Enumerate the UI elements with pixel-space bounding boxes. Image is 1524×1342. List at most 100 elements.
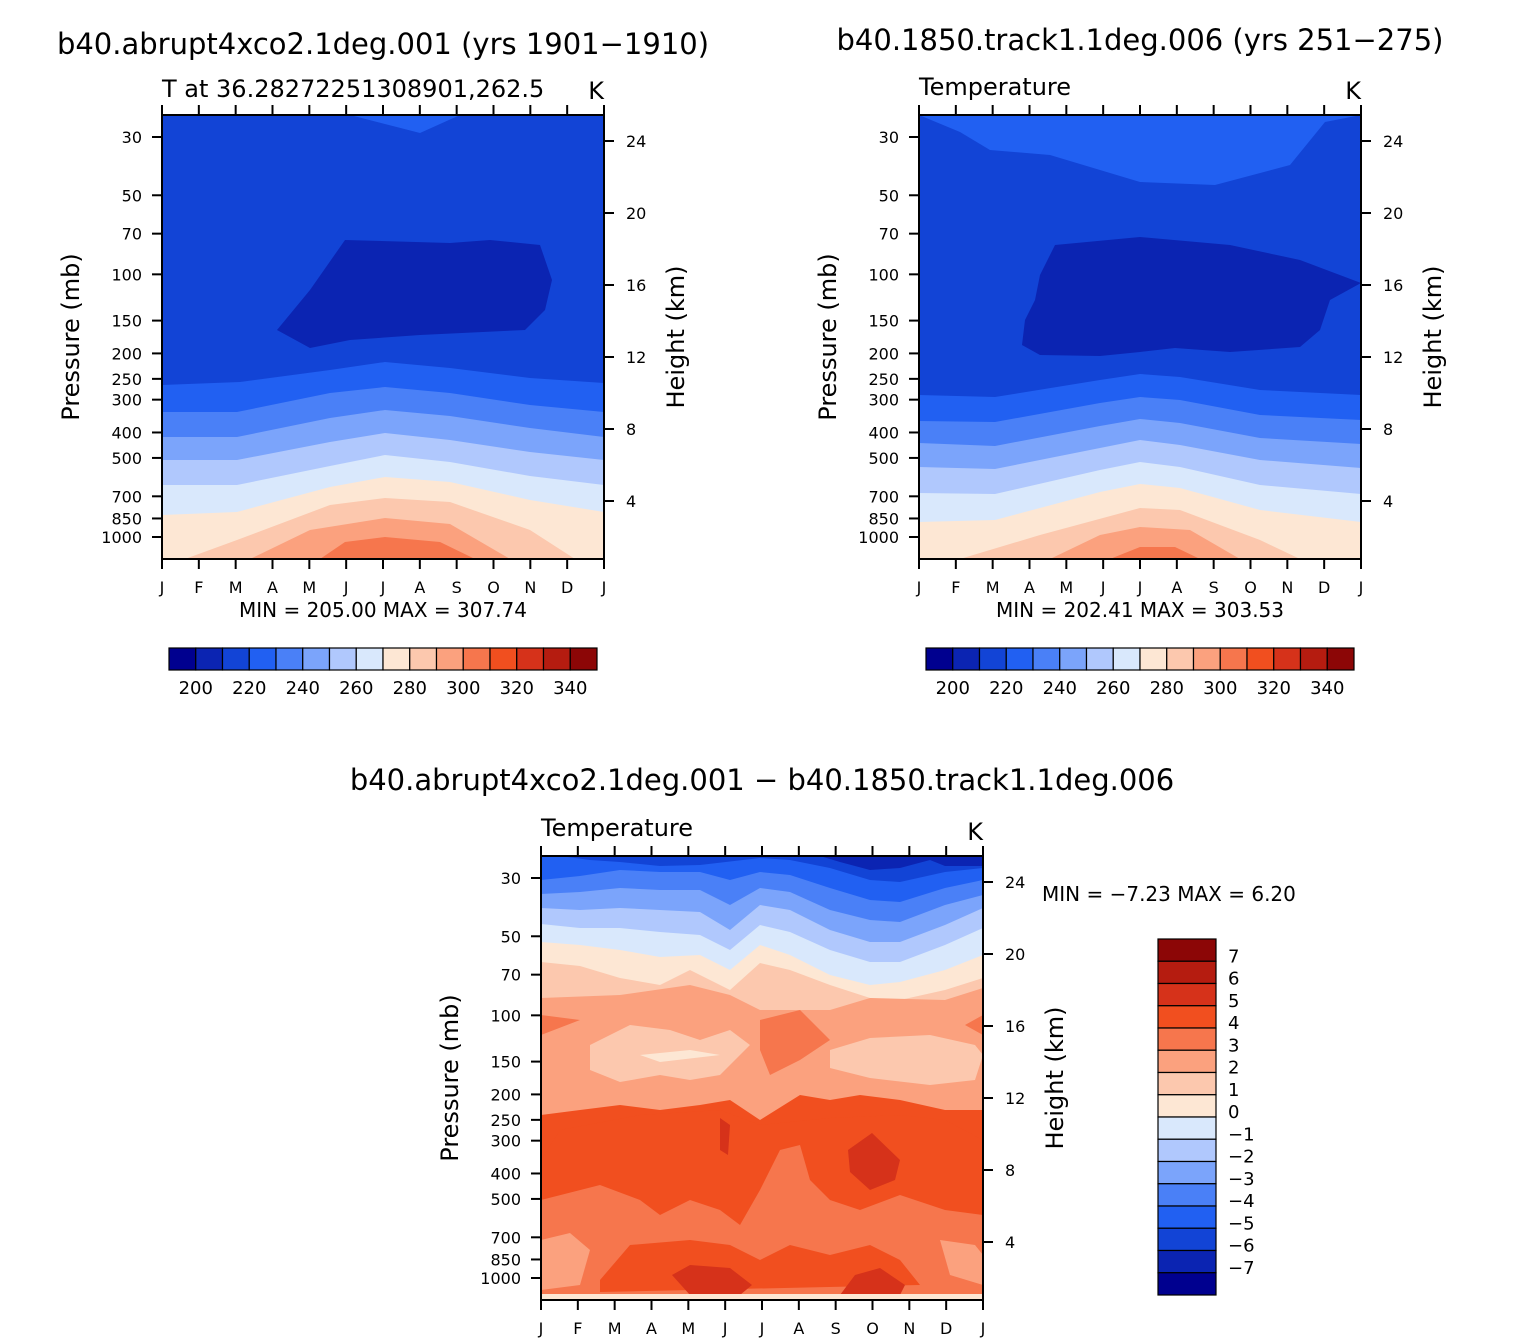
colorbar-swatch — [1157, 1027, 1217, 1051]
y-right-tick-label: 24 — [626, 132, 646, 151]
x-tick-label: F — [951, 578, 960, 597]
y-tick-label: 250 — [490, 1111, 521, 1130]
panel3-ylabel-right: Height (km) — [1041, 1007, 1069, 1150]
y-tick-label: 200 — [111, 344, 142, 363]
contour-fill — [720, 1118, 730, 1155]
contour-fill — [672, 1265, 752, 1295]
y-right-tick-label: 16 — [626, 276, 646, 295]
colorbar-label: 340 — [553, 678, 587, 699]
y-tick-label: 150 — [111, 312, 142, 331]
x-tick-label: N — [903, 1319, 915, 1338]
y-tick-label: 150 — [868, 312, 899, 331]
colorbar-swatch — [1157, 1005, 1217, 1029]
colorbar-swatch — [1219, 647, 1248, 671]
y-tick-label: 400 — [490, 1164, 521, 1183]
y-right-tick-label: 20 — [1005, 945, 1025, 964]
colorbar-swatch — [435, 647, 464, 671]
y-right-tick-label: 8 — [1383, 420, 1393, 439]
y-tick-label: 700 — [111, 487, 142, 506]
y-right-tick-label: 20 — [626, 204, 646, 223]
x-tick-label: A — [267, 578, 278, 597]
y-tick-label: 250 — [868, 370, 899, 389]
colorbar-swatch — [195, 647, 224, 671]
y-tick-label: 300 — [868, 391, 899, 410]
colorbar-swatch — [1157, 1049, 1217, 1074]
panel2-title: b40.1850.track1.1deg.006 (yrs 251−275) — [837, 23, 1444, 57]
panel2-minmax: MIN = 202.41 MAX = 303.53 — [996, 598, 1284, 622]
x-tick-label: M — [302, 578, 316, 597]
panel2-ylabel-right: Height (km) — [1419, 266, 1447, 409]
x-tick-label: M — [608, 1319, 622, 1338]
panel1-ylabel-right: Height (km) — [662, 266, 690, 409]
x-tick-label: J — [159, 578, 165, 597]
x-tick-label: O — [1244, 578, 1257, 597]
y-tick-label: 850 — [868, 509, 899, 528]
x-tick-label: M — [229, 578, 243, 597]
y-tick-label: 1000 — [858, 528, 899, 547]
colorbar-swatch — [1157, 1160, 1217, 1185]
colorbar-label: −3 — [1228, 1169, 1255, 1190]
panel3-axes: J F M A M J J A S O N D J 30 50 70 100 150 200 250 300 400 500… — [480, 846, 1025, 1338]
panel3-contours — [541, 856, 983, 1300]
contour-fill — [541, 1015, 580, 1035]
colorbar-label: 300 — [1203, 678, 1237, 699]
colorbar-label: 1 — [1228, 1080, 1239, 1101]
y-right-tick-label: 16 — [1383, 276, 1403, 295]
colorbar-label: 220 — [989, 678, 1023, 699]
colorbar-label: 220 — [232, 678, 266, 699]
x-tick-label: J — [759, 1319, 765, 1338]
colorbar-swatch — [1157, 1249, 1217, 1274]
colorbar-label: 260 — [1096, 678, 1130, 699]
contour-fill — [1050, 527, 1240, 559]
colorbar-swatch — [1326, 647, 1355, 671]
y-tick-label: 850 — [490, 1250, 521, 1269]
contour-fill — [830, 1035, 983, 1085]
y-tick-label: 100 — [111, 265, 142, 284]
contour-fill — [965, 1015, 983, 1035]
y-right-tick-label: 4 — [626, 492, 636, 511]
colorbar-swatch — [1059, 647, 1088, 671]
colorbar-label: 200 — [179, 678, 213, 699]
panel3-units: K — [967, 818, 984, 846]
x-tick-label: M — [1059, 578, 1073, 597]
colorbar-label: 0 — [1228, 1102, 1239, 1123]
colorbar-swatch — [1157, 982, 1217, 1007]
y-tick-label: 70 — [122, 225, 142, 244]
colorbar-swatch — [1112, 647, 1141, 671]
contour-fill — [848, 1133, 900, 1190]
colorbar-swatch — [1273, 647, 1302, 671]
panel1-title: b40.abrupt4xco2.1deg.001 (yrs 1901−1910) — [57, 27, 709, 61]
colorbar-label: 5 — [1228, 991, 1239, 1012]
y-tick-label: 300 — [490, 1132, 521, 1151]
y-tick-label: 70 — [501, 966, 521, 985]
colorbar-label: 200 — [936, 678, 970, 699]
colorbar-label: −4 — [1228, 1191, 1255, 1212]
panel3-ylabel: Pressure (mb) — [436, 994, 464, 1161]
contour-fill — [940, 1240, 983, 1285]
panel2-contours — [919, 115, 1361, 559]
colorbar-swatch — [1157, 1071, 1217, 1096]
y-right-tick-label: 16 — [1005, 1017, 1025, 1036]
panel2-colorbar: 200 220 240 260 280 300 320 340 — [925, 647, 1355, 699]
panel1-contours — [162, 115, 604, 559]
y-tick-label: 50 — [122, 186, 142, 205]
x-tick-label: J — [538, 1319, 544, 1338]
x-tick-label: D — [1318, 578, 1330, 597]
panel3-title: b40.abrupt4xco2.1deg.001 − b40.1850.trac… — [350, 763, 1174, 797]
colorbar-swatch — [1032, 647, 1061, 671]
colorbar-swatch — [1157, 1183, 1217, 1207]
colorbar-swatch — [1139, 647, 1168, 671]
colorbar-swatch — [1157, 1094, 1217, 1118]
y-tick-label: 400 — [111, 423, 142, 442]
contour-fill — [541, 1294, 983, 1300]
y-tick-label: 1000 — [101, 528, 142, 547]
colorbar-swatch — [1157, 1116, 1217, 1140]
x-tick-label: D — [940, 1319, 952, 1338]
colorbar-label: 6 — [1228, 969, 1239, 990]
colorbar-label: 320 — [500, 678, 534, 699]
contour-fill — [1110, 547, 1200, 559]
y-right-tick-label: 4 — [1383, 492, 1393, 511]
y-right-tick-label: 4 — [1005, 1233, 1015, 1252]
x-tick-label: A — [1024, 578, 1035, 597]
colorbar-swatch — [248, 647, 277, 671]
